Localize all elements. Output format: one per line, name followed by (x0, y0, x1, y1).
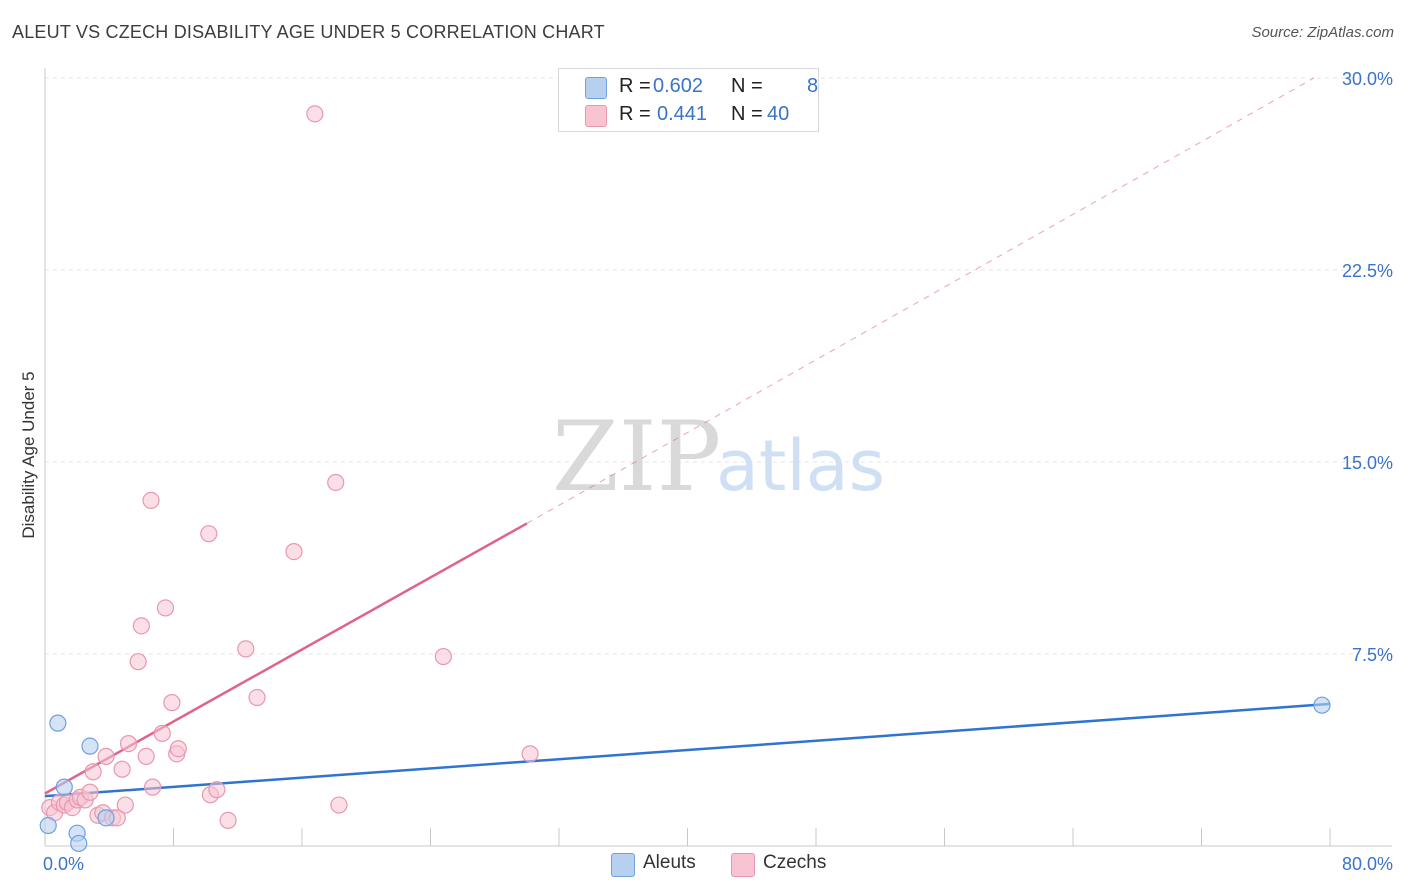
y-tick-label: 7.5% (1352, 645, 1393, 665)
czech-point (434, 647, 452, 666)
czech-point (306, 105, 324, 123)
czech-point (132, 617, 150, 635)
n-label: N = (731, 103, 763, 125)
watermark: ZIP atlas (552, 401, 885, 513)
czech-legend-swatch (731, 853, 755, 877)
czech-trend-line (44, 522, 528, 795)
r-label: R = (619, 103, 651, 125)
y-axis-label: Disability Age Under 5 (19, 371, 38, 538)
aleut-point (39, 816, 57, 835)
aleut-point (70, 834, 88, 853)
y-tick-label: 15.0% (1342, 453, 1393, 473)
aleut-point (49, 714, 67, 732)
czech-point (285, 542, 303, 561)
n-value: 8 (807, 75, 819, 97)
correlation-legend: R = 0.602 N = 8 R = 0.441 N = 40 (558, 68, 819, 132)
aleut-point (97, 809, 115, 827)
czech-point (129, 653, 147, 671)
czech-point (84, 763, 102, 781)
chart-title: ALEUT VS CZECH DISABILITY AGE UNDER 5 CO… (12, 22, 605, 42)
aleut-point (1313, 696, 1331, 714)
czech-point (327, 473, 345, 492)
czech-point (81, 783, 99, 801)
r-value: 0.441 (657, 103, 708, 125)
aleut-legend-swatch (611, 853, 635, 877)
x-tick-label: 0.0% (43, 854, 84, 874)
czech-point (116, 796, 134, 814)
r-label: R = (619, 75, 651, 97)
czech-trend-extension (526, 77, 1315, 524)
axes (44, 68, 1392, 847)
x-tick-label: 80.0% (1342, 854, 1393, 874)
source-credit: Source: ZipAtlas.com (1251, 24, 1394, 41)
data-points (39, 105, 1331, 853)
aleut-swatch (585, 77, 607, 99)
n-value: 40 (767, 103, 790, 125)
czech-point (237, 640, 255, 658)
aleut-legend-label: Aleuts (643, 852, 696, 873)
czech-point (156, 599, 175, 617)
czech-point (153, 724, 171, 742)
czech-point (208, 781, 226, 799)
r-value: 0.602 (653, 75, 704, 97)
y-tick-label: 30.0% (1342, 69, 1393, 89)
czech-legend-label: Czechs (763, 852, 827, 873)
watermark-zip: ZIP (552, 401, 721, 513)
czech-point (137, 747, 155, 766)
y-tick-label: 22.5% (1342, 261, 1393, 281)
czech-point (163, 694, 181, 712)
axis-labels: 7.5% 15.0% 22.5% 30.0% 0.0% 80.0% Disability A… (19, 69, 1393, 874)
czech-point (113, 760, 131, 778)
aleut-trend-line (44, 702, 1331, 798)
czech-point (521, 745, 539, 763)
czech-point (248, 688, 266, 707)
czech-point (200, 525, 218, 543)
watermark-atlas: atlas (716, 425, 885, 507)
czech-point (330, 796, 348, 814)
czech-point (219, 811, 237, 830)
czech-point (119, 734, 138, 753)
czech-point (144, 778, 162, 796)
czech-point (169, 740, 187, 758)
grid-lines (45, 77, 1392, 655)
aleut-point (55, 778, 73, 796)
aleut-point (81, 737, 99, 755)
n-label: N = (731, 75, 763, 97)
czech-swatch (585, 105, 607, 127)
czech-point (97, 747, 115, 766)
czech-point (142, 491, 160, 509)
